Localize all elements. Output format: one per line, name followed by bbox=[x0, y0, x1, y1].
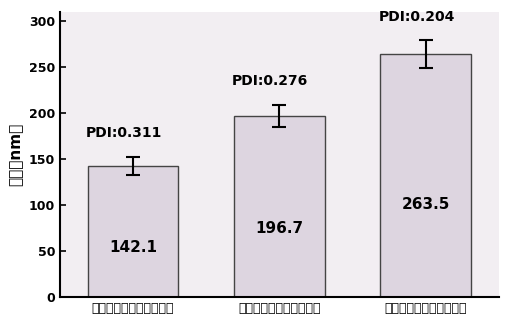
Text: PDI:0.204: PDI:0.204 bbox=[378, 10, 455, 24]
Bar bbox=[234, 116, 324, 297]
Text: 263.5: 263.5 bbox=[402, 197, 450, 212]
Y-axis label: 粒径（nm）: 粒径（nm） bbox=[8, 122, 23, 186]
Bar bbox=[380, 54, 471, 297]
Text: 142.1: 142.1 bbox=[109, 240, 157, 255]
Text: PDI:0.276: PDI:0.276 bbox=[232, 74, 308, 88]
Text: PDI:0.311: PDI:0.311 bbox=[86, 126, 162, 140]
Bar bbox=[88, 166, 178, 297]
Text: 196.7: 196.7 bbox=[255, 221, 303, 235]
